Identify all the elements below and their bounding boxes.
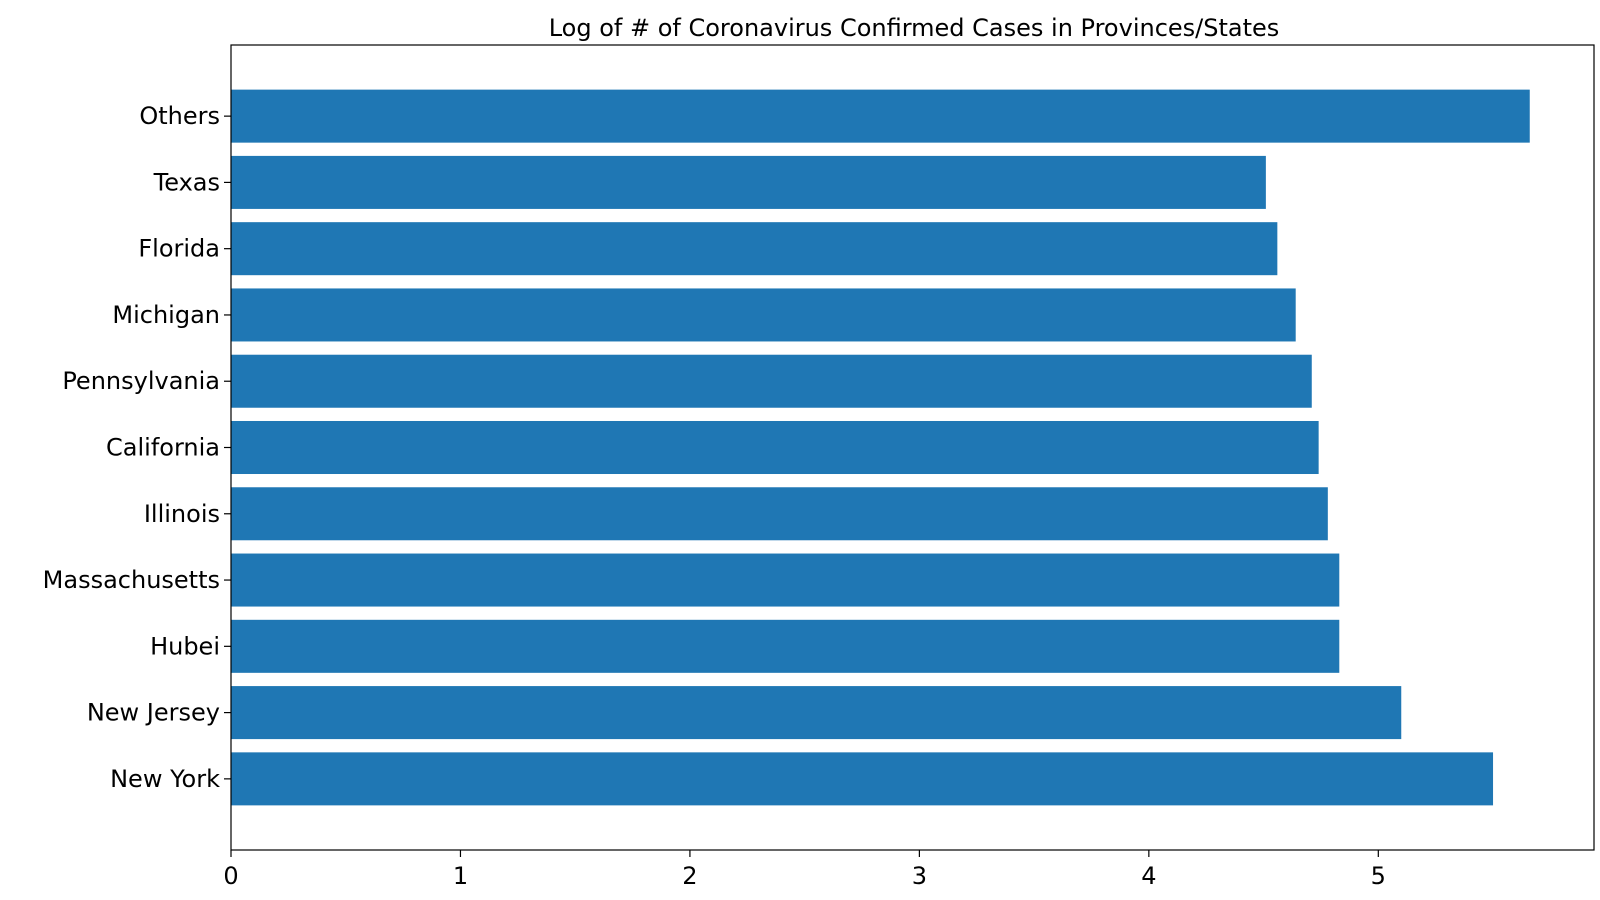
y-tick-label: New Jersey (87, 699, 220, 727)
y-tick-label: Massachusetts (43, 566, 220, 594)
y-tick-label: New York (110, 765, 220, 793)
bar-michigan (231, 288, 1296, 342)
y-axis-ticks: New York New Jersey Hubei Massachusetts Illi… (43, 102, 231, 793)
x-tick-label: 5 (1371, 862, 1386, 890)
bar-florida (231, 222, 1278, 276)
bar-massachusetts (231, 553, 1340, 607)
bar-new-york (231, 752, 1494, 806)
y-tick-label: Pennsylvania (62, 367, 220, 395)
x-tick-label: 4 (1141, 862, 1156, 890)
chart-title: Log of # of Coronavirus Confirmed Cases … (549, 14, 1280, 42)
bars-group (231, 89, 1530, 806)
plot-area-frame (230, 44, 1595, 851)
y-tick-label: Michigan (112, 301, 220, 329)
y-tick-label: Illinois (144, 500, 220, 528)
bar-hubei (231, 619, 1340, 673)
x-tick-label: 2 (682, 862, 697, 890)
bar-new-jersey (231, 686, 1402, 740)
bar-others (231, 89, 1530, 143)
bar-california (231, 420, 1319, 475)
bar-illinois (231, 487, 1328, 541)
y-tick-label: Hubei (150, 632, 220, 660)
bar-pennsylvania (231, 354, 1312, 408)
y-tick-label: Others (139, 102, 220, 130)
x-tick-label: 3 (912, 862, 927, 890)
x-tick-label: 0 (223, 862, 238, 890)
y-tick-label: California (106, 434, 220, 462)
x-tick-label: 1 (453, 862, 468, 890)
x-axis-ticks: 0 1 2 3 4 5 (223, 850, 1386, 890)
y-tick-label: Texas (153, 168, 220, 196)
y-tick-label: Florida (138, 235, 220, 263)
bar-texas (231, 155, 1266, 209)
